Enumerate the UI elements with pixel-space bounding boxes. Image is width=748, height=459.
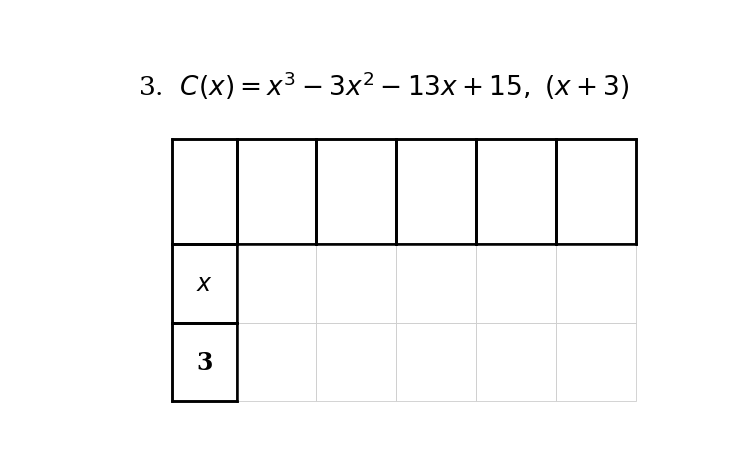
Bar bbox=[556, 245, 636, 323]
Bar bbox=[316, 323, 396, 402]
Bar bbox=[236, 140, 316, 245]
Bar bbox=[476, 245, 556, 323]
Bar bbox=[476, 140, 556, 245]
Text: 3.  $\mathit{C}(x) = x^3 - 3x^2 - 13x + 15,\ (x + 3)$: 3. $\mathit{C}(x) = x^3 - 3x^2 - 13x + 1… bbox=[138, 69, 629, 101]
Bar bbox=[236, 323, 316, 402]
Bar bbox=[172, 323, 236, 402]
Bar bbox=[172, 245, 236, 323]
Bar bbox=[556, 323, 636, 402]
Text: 3: 3 bbox=[196, 350, 212, 374]
Bar bbox=[396, 323, 476, 402]
Bar bbox=[396, 140, 476, 245]
Bar bbox=[476, 323, 556, 402]
Bar bbox=[556, 140, 636, 245]
Bar bbox=[316, 245, 396, 323]
Bar bbox=[396, 245, 476, 323]
Bar bbox=[236, 245, 316, 323]
Bar bbox=[316, 140, 396, 245]
Text: $x$: $x$ bbox=[196, 272, 212, 295]
Bar bbox=[172, 140, 236, 245]
